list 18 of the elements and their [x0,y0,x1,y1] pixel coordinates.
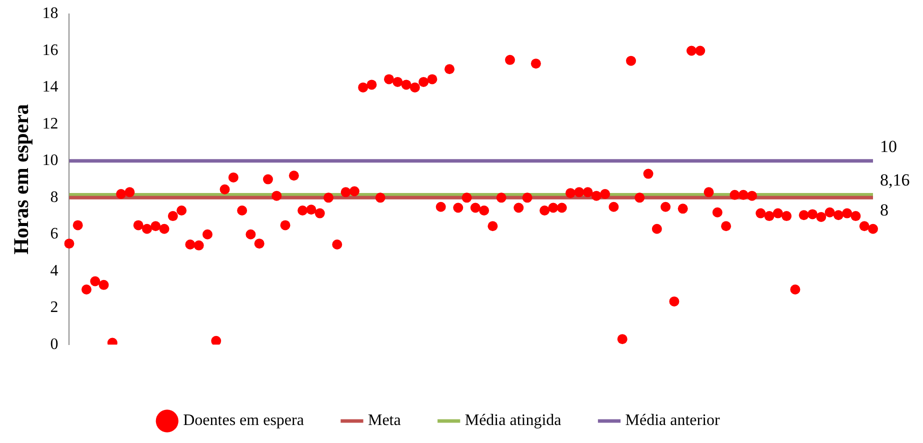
data-label: 8,16 [880,170,910,190]
y-tick-label: 14 [42,78,58,96]
y-tick-label: 12 [42,115,58,132]
data-label: 8 [880,200,888,220]
y-tick-label: 10 [42,152,58,170]
legend-label: Média atingida [464,412,562,430]
y-tick-label: 8 [50,188,58,206]
y-tick-label: 0 [50,336,58,353]
legend-label: Média anterior [625,412,721,430]
data-label: 10 [880,136,897,156]
legend-label: Meta [368,412,401,430]
y-tick-label: 16 [42,42,58,59]
y-tick-label: 4 [50,262,58,280]
y-axis-title: Horas em espera [9,104,34,255]
y-tick-label: 18 [42,5,58,22]
y-tick-label: 2 [50,299,58,316]
y-tick-label: 6 [50,226,58,243]
legend-label: Doentes em espera [183,412,304,430]
